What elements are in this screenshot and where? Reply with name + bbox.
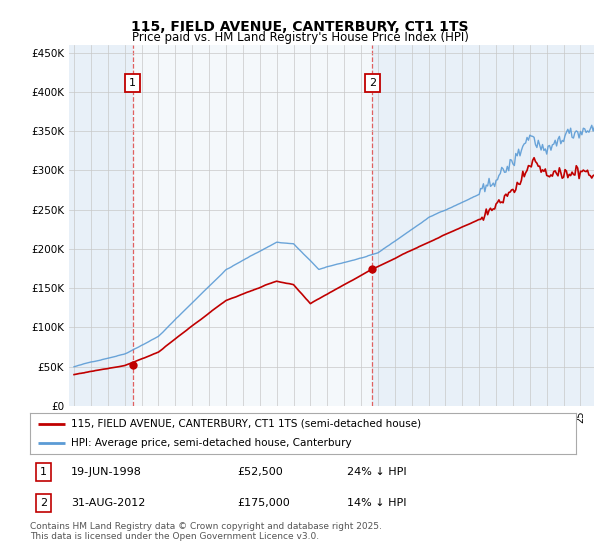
Text: £175,000: £175,000 — [238, 498, 290, 508]
Text: 2: 2 — [369, 78, 376, 88]
Text: 1: 1 — [129, 78, 136, 88]
Text: 1: 1 — [40, 467, 47, 477]
Text: £52,500: £52,500 — [238, 467, 283, 477]
Text: 2: 2 — [40, 498, 47, 508]
Text: HPI: Average price, semi-detached house, Canterbury: HPI: Average price, semi-detached house,… — [71, 437, 352, 447]
Text: 31-AUG-2012: 31-AUG-2012 — [71, 498, 145, 508]
Text: Price paid vs. HM Land Registry's House Price Index (HPI): Price paid vs. HM Land Registry's House … — [131, 31, 469, 44]
Text: 115, FIELD AVENUE, CANTERBURY, CT1 1TS: 115, FIELD AVENUE, CANTERBURY, CT1 1TS — [131, 20, 469, 34]
Bar — [133, 45, 373, 406]
Text: 14% ↓ HPI: 14% ↓ HPI — [347, 498, 406, 508]
Text: 19-JUN-1998: 19-JUN-1998 — [71, 467, 142, 477]
Text: 115, FIELD AVENUE, CANTERBURY, CT1 1TS (semi-detached house): 115, FIELD AVENUE, CANTERBURY, CT1 1TS (… — [71, 419, 421, 429]
Text: 24% ↓ HPI: 24% ↓ HPI — [347, 467, 406, 477]
Text: Contains HM Land Registry data © Crown copyright and database right 2025.
This d: Contains HM Land Registry data © Crown c… — [30, 522, 382, 542]
